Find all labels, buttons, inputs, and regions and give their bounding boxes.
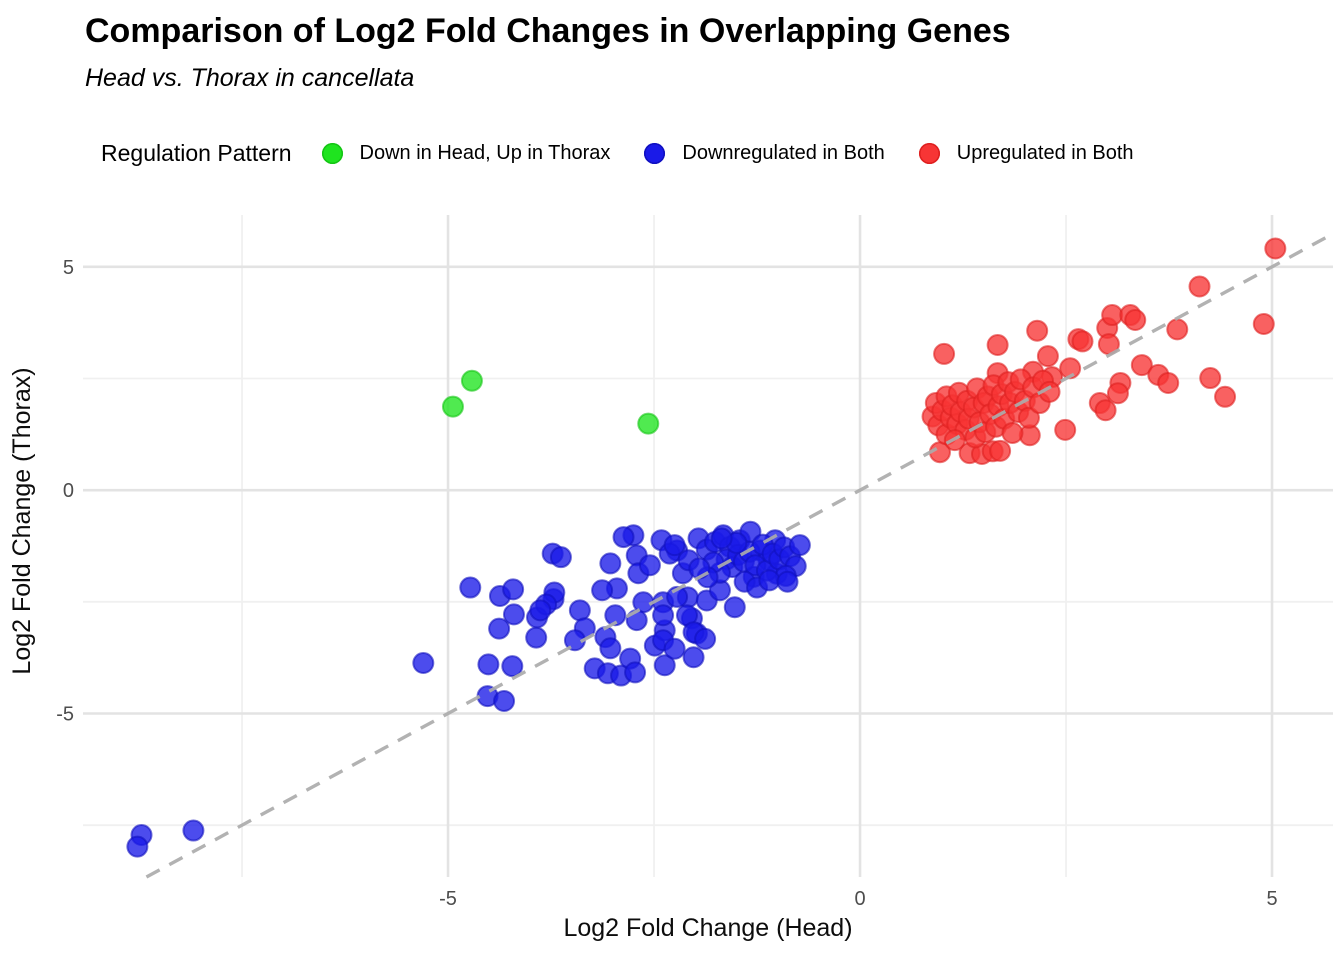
y-tick-label: -5 — [56, 704, 74, 726]
scatter-point — [694, 627, 717, 650]
scatter-point — [441, 395, 464, 418]
green-dot-icon — [321, 142, 343, 164]
scatter-point — [549, 546, 572, 569]
scatter-point — [1166, 318, 1189, 341]
series-1 — [126, 520, 811, 858]
scatter-point — [710, 527, 733, 550]
scatter-point — [459, 576, 482, 599]
series-0 — [441, 369, 660, 435]
legend-title: Regulation Pattern — [101, 139, 292, 166]
x-tick-label: 0 — [854, 888, 865, 910]
red-dot-icon — [918, 142, 940, 164]
legend-item-downregulated-both: Downregulated in Both — [644, 141, 885, 165]
y-axis-title: Log2 Fold Change (Thorax) — [8, 367, 36, 675]
scatter-point — [1001, 421, 1024, 444]
scatter-point — [502, 578, 525, 601]
scatter-point — [460, 369, 483, 392]
scatter-point — [501, 655, 524, 678]
scatter-point — [663, 637, 686, 660]
scatter-point — [652, 604, 675, 627]
chart-title: Comparison of Log2 Fold Changes in Overl… — [85, 12, 1011, 50]
scatter-point — [1036, 345, 1059, 368]
scatter-point — [653, 654, 676, 677]
legend: Regulation Pattern Down in Head, Up in T… — [0, 132, 1168, 174]
scatter-point — [1124, 308, 1147, 331]
scatter-point — [788, 534, 811, 557]
scatter-point — [682, 646, 705, 669]
scatter-point — [502, 603, 525, 626]
scatter-point — [1101, 304, 1124, 327]
y-tick-label: 5 — [63, 257, 74, 279]
x-axis-title: Log2 Fold Change (Head) — [563, 914, 853, 942]
scatter-point — [488, 617, 511, 640]
identity-line — [145, 232, 1334, 879]
chart-subtitle: Head vs. Thorax in cancellata — [85, 64, 415, 92]
blue-dot-icon — [644, 142, 666, 164]
scatter-point — [933, 342, 956, 365]
scatter-point — [666, 585, 689, 608]
scatter-point — [1130, 354, 1153, 377]
legend-item-down-head-up-thorax: Down in Head, Up in Thorax — [321, 141, 611, 165]
scatter-point — [1094, 399, 1117, 422]
scatter-point — [412, 652, 435, 675]
scatter-point — [529, 599, 552, 622]
scatter-point — [723, 596, 746, 619]
scatter-point — [612, 526, 635, 549]
scatter-point — [477, 653, 500, 676]
scatter-point — [493, 690, 516, 713]
x-tick-label: -5 — [439, 888, 457, 910]
series-2 — [921, 237, 1287, 465]
scatter-point — [126, 835, 149, 858]
scatter-point — [568, 599, 591, 622]
scatter-point — [1017, 406, 1040, 429]
scatter-point — [663, 534, 686, 557]
scatter-point — [591, 579, 614, 602]
scatter-point — [182, 819, 205, 842]
scatter-point — [989, 439, 1012, 462]
scatter-point — [599, 552, 622, 575]
scatter-point — [604, 604, 627, 627]
scatter-point — [776, 570, 799, 593]
y-tick-label: 0 — [63, 480, 74, 502]
scatter-point — [1071, 330, 1094, 353]
scatter-point — [638, 554, 661, 577]
scatter-point — [1106, 382, 1129, 405]
legend-label: Down in Head, Up in Thorax — [359, 141, 611, 164]
scatter-point — [1199, 367, 1222, 390]
scatter-point — [1214, 385, 1237, 408]
scatter-point — [1157, 371, 1180, 394]
y-axis-title-wrap: Log2 Fold Change (Thorax) — [8, 311, 40, 731]
scatter-point — [1026, 319, 1049, 342]
scatter-point — [1059, 357, 1082, 380]
scatter-point — [525, 626, 548, 649]
scatter-point — [624, 661, 647, 684]
scatter-point — [758, 569, 781, 592]
scatter-point — [1054, 418, 1077, 441]
legend-item-upregulated-both: Upregulated in Both — [918, 141, 1134, 165]
legend-label: Downregulated in Both — [682, 141, 885, 164]
scatter-point — [637, 412, 660, 435]
legend-label: Upregulated in Both — [956, 141, 1134, 164]
scatter-point — [1188, 275, 1211, 298]
scatter-point — [599, 637, 622, 660]
x-tick-label: 5 — [1266, 888, 1277, 910]
scatter-point — [1252, 312, 1275, 335]
scatter-point — [1264, 237, 1287, 260]
scatter-point — [986, 333, 1009, 356]
